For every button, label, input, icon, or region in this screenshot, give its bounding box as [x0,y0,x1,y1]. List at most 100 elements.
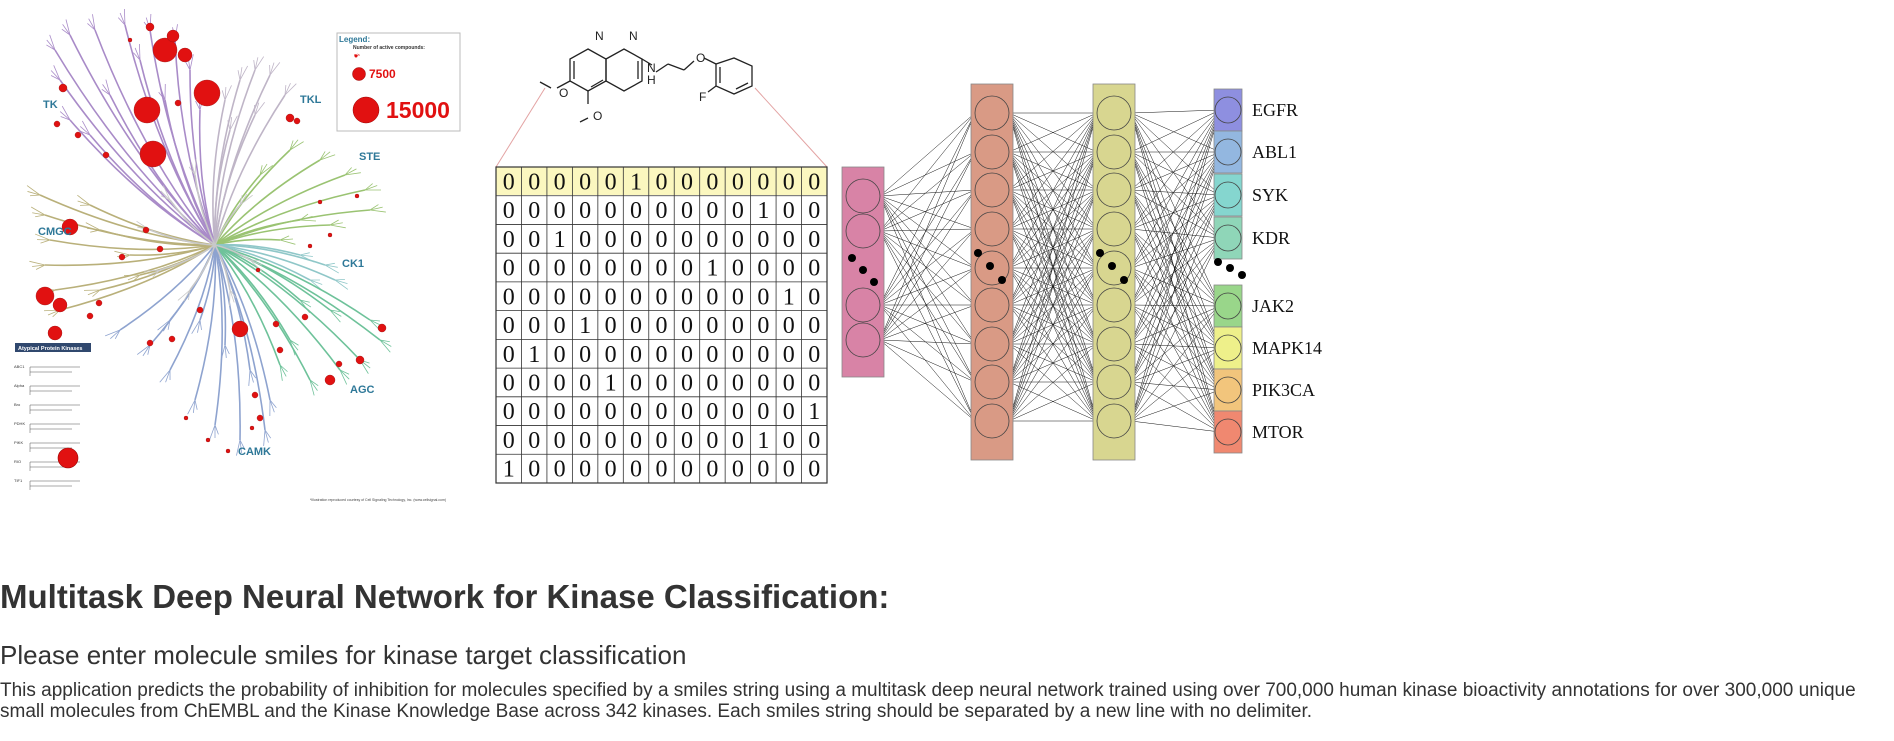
output-node-box [1213,173,1243,217]
matrix-cell: 1 [579,313,591,339]
tree-branch [214,244,311,381]
nn-neuron [974,403,1010,439]
matrix-cell: 0 [732,284,744,310]
tree-twig [324,264,338,268]
tree-twig [53,65,61,81]
matrix-cell: 0 [554,428,566,454]
tree-twig [269,62,281,76]
matrix-cell: 0 [783,227,795,253]
matrix-cell: 0 [757,342,769,368]
matrix-cell: 0 [656,342,668,368]
tree-twig [254,102,265,116]
nn-neuron [845,213,881,249]
output-neuron [1214,224,1242,252]
family-label-ste: STE [359,151,380,163]
matrix-cell: 0 [732,399,744,425]
matrix-cell: 0 [579,284,591,310]
nn-connection [879,151,976,197]
matrix-cell: 0 [681,198,693,224]
matrix-cell: 0 [528,227,540,253]
tree-twig [289,339,296,356]
tree-twig [62,24,71,36]
matrix-cell: 0 [605,313,617,339]
nn-connection [879,339,976,422]
tree-twig [46,44,56,51]
matrix-cell: 0 [808,284,820,310]
matrix-cell: 0 [656,313,668,339]
nn-connection [1008,112,1098,422]
tree-twig [142,344,151,357]
nn-connection [1130,237,1221,383]
nn-connection [1130,189,1221,196]
tree-twig [192,399,196,413]
tree-twig [87,289,101,296]
tree-twig [221,90,226,101]
nn-connection [1130,151,1221,433]
nn-connection [879,304,976,345]
nn-connection [879,230,976,269]
tree-branch [214,244,336,281]
tree-branch [159,244,216,271]
activity-dot [324,374,336,386]
tree-branch [109,94,216,246]
tree-twig [87,227,101,231]
tree-twig [77,194,91,206]
family-label-ck1: CK1 [342,258,364,270]
nn-neuron [845,322,881,358]
matrix-border [495,166,828,484]
tree-twig [114,329,121,340]
nn-neuron [1096,211,1132,247]
tree-twig [34,233,51,241]
nn-connection [1130,109,1221,383]
molecule-projection-lines [495,87,828,168]
output-node-box [1213,284,1243,328]
tree-twig [61,28,71,36]
nn-connection [1130,109,1221,230]
tree-twig [224,344,227,358]
activity-dot [285,113,295,123]
matrix-cell: 0 [783,169,795,195]
nn-connection [879,151,976,341]
tree-branch [54,244,216,291]
output-label-egfr: EGFR [1252,100,1298,120]
nn-connection [1008,228,1098,422]
tree-twig [79,126,91,136]
tree-twig [379,339,391,353]
activity-dot [35,286,55,306]
nn-connection [1130,112,1221,433]
matrix-cell: 1 [630,169,642,195]
tree-branch [214,244,291,341]
activity-dot [177,47,193,63]
tree-twig [162,185,171,201]
nn-connection [1130,112,1221,307]
matrix-cell: 0 [528,256,540,282]
matrix-cell: 0 [528,284,540,310]
atypical-item-label: TIF1 [14,478,23,483]
tree-twig [110,329,121,339]
nn-connection [879,112,976,306]
nn-connection [1130,305,1221,383]
tree-twig [334,279,348,285]
atypical-item-label: RIO [14,459,21,464]
tree-twig [329,309,341,323]
nn-connection [1130,343,1221,391]
tree-branch [169,244,216,371]
matrix-cell: 0 [554,313,566,339]
matrix-cell: 0 [605,256,617,282]
activity-dot [102,151,110,159]
tree-twig [299,213,309,221]
nn-layer-3 [1092,83,1136,461]
matrix-cell: 0 [783,342,795,368]
nn-connection [879,189,976,197]
matrix-cell: 0 [605,342,617,368]
matrix-cell: 0 [503,256,515,282]
tree-branch [214,244,241,441]
matrix-cell: 0 [808,169,820,195]
nn-connection [1130,112,1221,391]
tree-twig [188,289,191,300]
family-label-camk: CAMK [238,446,271,458]
family-labels: TK TKL STE CMGC CK1 AGC CAMK [38,94,380,458]
fluorophenyl-ring [715,57,753,95]
tree-twig [369,206,383,211]
tree-twig [329,309,340,313]
